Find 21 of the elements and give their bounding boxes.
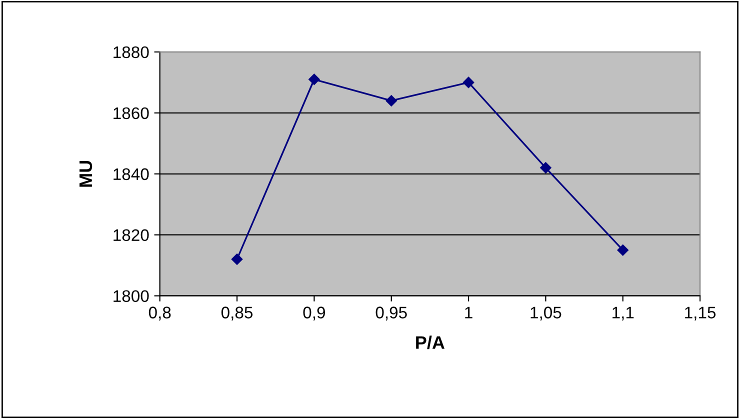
point	[308, 74, 320, 85]
x-axis-title: P/A	[416, 336, 445, 350]
y-axis-title: MU	[80, 160, 92, 187]
point	[540, 162, 552, 174]
y-tick-label: 1860	[114, 107, 149, 120]
y-tick-label: 1800	[114, 290, 149, 302]
y-tick-label: 1840	[114, 168, 149, 180]
x-tick-label: 0,8	[148, 306, 171, 320]
x-tick-label: 0,95	[376, 306, 407, 320]
point	[386, 95, 397, 106]
x-tick-label: 1,05	[530, 306, 562, 320]
x-tick-label: 0,9	[303, 306, 325, 320]
x-tick-label: 0,85	[221, 306, 253, 320]
x-tick-label: 1,1	[612, 306, 634, 320]
y-tick-label: 1880	[114, 46, 149, 58]
y-tick-label: 1820	[114, 229, 149, 242]
point	[231, 254, 243, 265]
x-tick-label: 1,15	[685, 306, 716, 320]
x-tick-label: 1	[465, 306, 472, 318]
point	[617, 244, 628, 256]
point	[462, 76, 474, 88]
